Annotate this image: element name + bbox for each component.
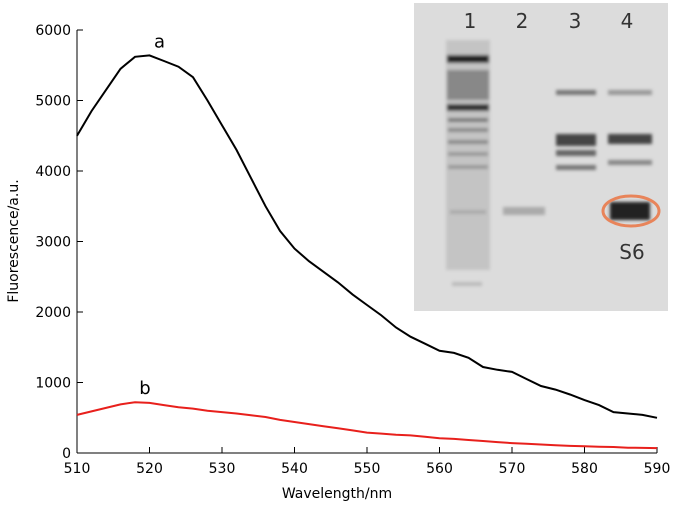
y-tick-label: 6000 [35,23,71,39]
y-tick-label: 0 [62,446,71,462]
x-tick-label: 580 [571,461,598,477]
x-tick-label: 590 [644,461,671,477]
gel-bands [446,40,652,286]
x-tick-label: 540 [281,461,308,477]
line-series [76,54,658,419]
y-tick-label: 4000 [35,164,71,180]
x-tick-label: 560 [426,461,453,477]
series-label: a [154,31,165,52]
x-tick-label: 570 [499,461,526,477]
y-tick-label: 5000 [35,94,71,110]
y-tick-label: 1000 [35,376,71,392]
line-series [76,401,658,450]
lane-label: 4 [621,9,634,33]
y-axis-label: Fluorescence/a.u. [6,179,22,302]
lane-label: 3 [569,9,582,33]
highlight-ellipse [601,194,661,228]
y-tick-label: 2000 [35,305,71,321]
y-tick-label: 3000 [35,235,71,251]
series-label: b [139,378,150,399]
lane-label: 2 [516,9,529,33]
band-label: S6 [619,240,644,264]
x-tick-label: 530 [209,461,236,477]
gel-inset [414,3,668,311]
x-tick-label: 520 [136,461,163,477]
x-tick-label: 510 [64,461,91,477]
x-axis-label: Wavelength/nm [282,486,392,502]
lane-label: 1 [464,9,477,33]
x-tick-label: 550 [354,461,381,477]
